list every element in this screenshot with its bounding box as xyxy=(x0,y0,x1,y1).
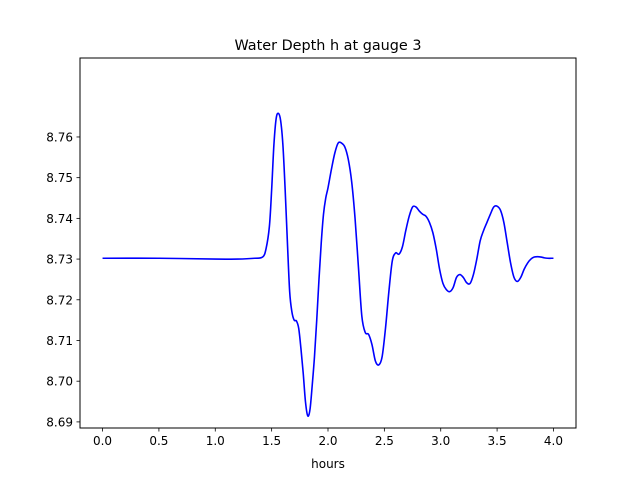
x-tick-label: 0.5 xyxy=(149,434,168,448)
y-tick-label: 8.70 xyxy=(46,375,73,389)
x-tick-label: 3.5 xyxy=(488,434,507,448)
water-depth-line xyxy=(102,112,554,417)
x-tick-label: 4.0 xyxy=(544,434,563,448)
y-tick-label: 8.76 xyxy=(46,130,73,144)
chart-title: Water Depth h at gauge 3 xyxy=(234,38,421,54)
x-axis-ticks: 0.0 0.5 1.0 1.5 2.0 2.5 3.0 3.5 4.0 xyxy=(93,428,563,448)
y-tick-label: 8.74 xyxy=(46,212,73,226)
series-layer xyxy=(102,112,554,417)
x-tick-label: 1.5 xyxy=(262,434,281,448)
plot-area xyxy=(80,58,576,428)
x-axis-label: hours xyxy=(311,457,345,471)
y-axis-ticks: 8.69 8.70 8.71 8.72 8.73 8.74 8.75 8.76 xyxy=(46,130,80,429)
y-tick-label: 8.71 xyxy=(46,334,73,348)
y-tick-label: 8.73 xyxy=(46,253,73,267)
x-tick-label: 2.0 xyxy=(318,434,337,448)
plot-frame xyxy=(79,57,577,429)
x-tick-label: 3.0 xyxy=(431,434,450,448)
x-tick-label: 0.0 xyxy=(93,434,112,448)
x-tick-label: 1.0 xyxy=(206,434,225,448)
y-tick-label: 8.69 xyxy=(46,415,73,429)
x-tick-label: 2.5 xyxy=(375,434,394,448)
y-tick-label: 8.72 xyxy=(46,293,73,307)
y-tick-label: 8.75 xyxy=(46,171,73,185)
